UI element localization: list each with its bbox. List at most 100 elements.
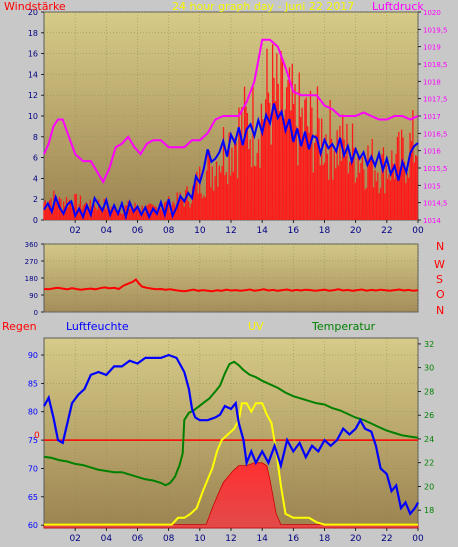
compass-label-o: O bbox=[436, 288, 445, 301]
y-tick-label: 75 bbox=[28, 436, 38, 445]
y-right-tick-label: 30 bbox=[424, 364, 434, 373]
y-right-tick-label: 1014,5 bbox=[423, 200, 448, 208]
y-right-tick-label: 1014 bbox=[423, 217, 441, 225]
x-tick-label: 18 bbox=[319, 226, 331, 236]
y-right-tick-label: 1017,5 bbox=[423, 96, 448, 104]
gust-bars-layer bbox=[43, 44, 418, 220]
temperatur-axis: 18 20 22 24 26 28 30 32 bbox=[418, 340, 434, 515]
y-tick-label: 90 bbox=[29, 292, 38, 300]
compass-label-n-top: N bbox=[436, 240, 444, 253]
luftdruck-line bbox=[43, 38, 419, 185]
x-tick-label: 04 bbox=[101, 534, 113, 543]
windstaerke-label: Windstärke bbox=[4, 0, 66, 13]
y-tick-label: 65 bbox=[28, 493, 38, 502]
x-tick-label: 02 bbox=[69, 226, 80, 236]
uv-label: UV bbox=[248, 320, 264, 333]
y-tick-label: 18 bbox=[28, 29, 38, 38]
y-tick-label: 360 bbox=[25, 241, 38, 249]
x-tick-label: 06 bbox=[132, 226, 144, 236]
y-right-tick-label: 1018,5 bbox=[423, 61, 448, 69]
chart-title: 24 hour graph day - Juni 22 2017 bbox=[172, 0, 354, 13]
temperatur-label: Temperatur bbox=[311, 320, 376, 333]
x-tick-label: 22 bbox=[381, 534, 392, 543]
x-tick-label: 08 bbox=[163, 226, 175, 236]
x-tick-label: 14 bbox=[256, 534, 268, 543]
y-right-tick-label: 1019 bbox=[423, 44, 441, 52]
y-right-tick-label: 24 bbox=[424, 435, 434, 444]
y-right-tick-label: 26 bbox=[424, 411, 434, 420]
y-tick-label: 90 bbox=[28, 351, 38, 360]
uv-line bbox=[44, 402, 418, 526]
y-right-tick-label: 1015,5 bbox=[423, 165, 448, 173]
x-tick-label: 16 bbox=[288, 226, 300, 236]
y-tick-label: 4 bbox=[33, 174, 38, 183]
x-tick-label: 22 bbox=[381, 226, 392, 236]
x-tick-label: 16 bbox=[288, 534, 300, 543]
y-tick-label: 6 bbox=[33, 154, 38, 163]
x-tick-label: 14 bbox=[256, 226, 268, 236]
series-layer-direction bbox=[43, 278, 419, 293]
x-tick-label: 18 bbox=[319, 534, 331, 543]
direction-axis: 0 90 180 270 360 bbox=[25, 241, 44, 317]
x-tick-label: 02 bbox=[69, 534, 80, 543]
temperature-line bbox=[43, 360, 419, 487]
wind-direction-line bbox=[43, 278, 419, 293]
wind-direction-panel: 0 90 180 270 360 N W S O N bbox=[25, 240, 445, 317]
y-tick-label: 270 bbox=[25, 258, 38, 266]
y-tick-label: 10 bbox=[28, 112, 38, 121]
luftdruck-axis: 1014 1014,5 1015 1015,5 1016 1016,5 1017 1017,5… bbox=[418, 9, 448, 225]
compass-label-s: S bbox=[436, 273, 443, 286]
humidity-line bbox=[43, 353, 419, 516]
series-layer-bottom bbox=[43, 353, 419, 526]
luftdruck-label: Luftdruck bbox=[372, 0, 424, 13]
x-tick-label: 08 bbox=[163, 534, 175, 543]
y-tick-label: 20 bbox=[28, 8, 38, 17]
x-tick-label: 00 bbox=[412, 226, 424, 236]
x-tick-label: 12 bbox=[225, 226, 236, 236]
y-right-tick-label: 1016,5 bbox=[423, 130, 448, 138]
y-tick-label: 0 bbox=[33, 216, 38, 225]
y-right-tick-label: 20 bbox=[424, 482, 434, 491]
y-right-tick-label: 18 bbox=[424, 506, 434, 515]
y-right-tick-label: 1015 bbox=[423, 182, 441, 190]
compass-label-w: W bbox=[434, 258, 445, 271]
x-tick-label: 04 bbox=[101, 226, 113, 236]
y-right-tick-label: 1018 bbox=[423, 78, 441, 86]
y-tick-label: 70 bbox=[28, 464, 38, 473]
time-axis-top: 02 04 06 08 10 12 14 16 18 20 22 00 bbox=[69, 220, 424, 236]
luftfeuchte-axis: 60 65 70 75 80 85 90 bbox=[28, 351, 44, 530]
y-tick-label: 80 bbox=[28, 408, 38, 417]
luftfeuchte-label: Luftfeuchte bbox=[66, 320, 129, 333]
y-tick-label: 0 bbox=[34, 309, 38, 317]
y-right-tick-label: 22 bbox=[424, 459, 434, 468]
x-tick-label: 12 bbox=[225, 534, 236, 543]
y-tick-label: 60 bbox=[28, 521, 38, 530]
x-tick-label: 20 bbox=[350, 534, 362, 543]
wind-average-line bbox=[43, 103, 419, 221]
y-tick-label: 12 bbox=[28, 91, 38, 100]
series-layer-top bbox=[43, 38, 419, 221]
time-axis-bottom: 02 04 06 08 10 12 14 16 18 20 22 00 bbox=[69, 528, 424, 544]
y-tick-label: 8 bbox=[33, 133, 38, 142]
y-right-tick-label: 1019,5 bbox=[423, 26, 448, 34]
y-tick-label: 14 bbox=[28, 70, 38, 79]
y-right-tick-label: 1020 bbox=[423, 9, 441, 17]
y-tick-label: 16 bbox=[28, 50, 38, 59]
x-tick-label: 20 bbox=[350, 226, 362, 236]
y-right-tick-label: 28 bbox=[424, 387, 434, 396]
gridlines-direction bbox=[44, 243, 419, 313]
y-tick-label: 180 bbox=[25, 275, 38, 283]
humidity-uv-temp-panel: 60 65 70 75 80 85 90 18 20 22 24 26 28 30 32 02 04 06 08… bbox=[2, 320, 434, 544]
y-right-tick-label: 1017 bbox=[423, 113, 441, 121]
y-right-tick-label: 1016 bbox=[423, 148, 441, 156]
rain-zero-label: 0 bbox=[34, 431, 40, 441]
y-tick-label: 2 bbox=[33, 195, 38, 204]
compass-label-n-bottom: N bbox=[436, 304, 444, 317]
compass-labels: N W S O N bbox=[434, 240, 445, 317]
y-right-tick-label: 32 bbox=[424, 340, 434, 349]
x-tick-label: 00 bbox=[412, 534, 424, 543]
x-tick-label: 06 bbox=[132, 534, 144, 543]
